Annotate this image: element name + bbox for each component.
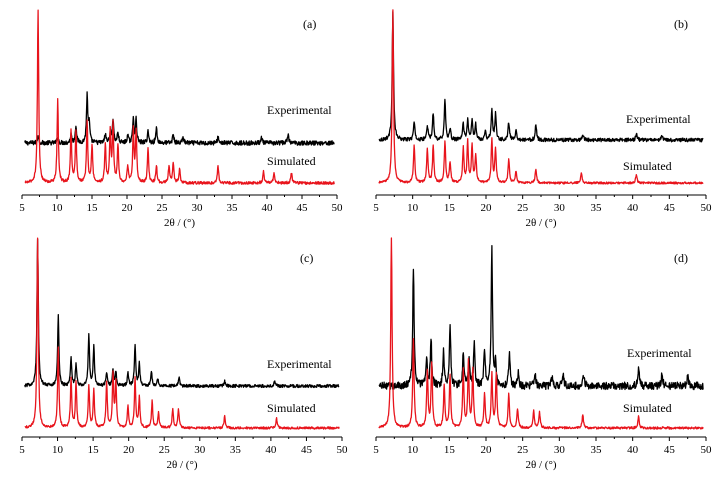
simulated-label: Simulated	[267, 401, 316, 415]
experimental-label: Experimental	[267, 103, 332, 117]
simulated-label: Simulated	[267, 154, 316, 168]
x-tick-label: 40	[627, 202, 639, 214]
x-tick-label: 35	[230, 444, 242, 456]
x-tick-label: 50	[337, 444, 349, 456]
simulated-trace	[378, 9, 704, 185]
x-axis-label: 2θ / (°)	[166, 459, 197, 471]
x-tick-label: 35	[591, 202, 603, 214]
x-tick-label: 15	[88, 444, 100, 456]
x-axis-label: 2θ / (°)	[164, 217, 195, 229]
x-tick-label: 15	[444, 444, 456, 456]
x-axis-label: 2θ / (°)	[525, 459, 556, 471]
x-tick-label: 5	[19, 444, 25, 456]
experimental-trace	[378, 11, 704, 143]
chart-panel-b: 5 10 15 20 25 30 35 40 45 50 2θ / (°) (b) Experiment…	[373, 9, 713, 229]
chart-panel-d: 5 10 15 20 25 30 35 40 45 50 2θ / (°) (d) Experiment…	[373, 237, 713, 471]
x-tick-label: 30	[192, 202, 204, 214]
chart-panel-c: 5 10 15 20 25 30 35 40 45 50 2θ / (°) (c) Experiment…	[19, 237, 349, 471]
x-tick-label: 25	[159, 444, 171, 456]
x-tick-label: 5	[373, 444, 379, 456]
x-tick-label: 15	[87, 202, 99, 214]
x-tick-label: 45	[301, 444, 313, 456]
simulated-label: Simulated	[623, 159, 672, 173]
x-tick-label: 30	[554, 444, 566, 456]
x-tick-label: 50	[332, 202, 344, 214]
experimental-label: Experimental	[626, 112, 691, 126]
x-tick-label: 25	[517, 444, 529, 456]
x-tick-label: 50	[701, 444, 713, 456]
x-tick-label: 20	[123, 444, 135, 456]
panel-label: (d)	[674, 251, 688, 265]
x-tick-label: 35	[227, 202, 239, 214]
panel-label: (c)	[300, 251, 313, 265]
experimental-trace	[24, 238, 340, 389]
x-tick-label: 20	[481, 444, 493, 456]
panel-label: (b)	[674, 17, 688, 31]
experimental-label: Experimental	[627, 346, 692, 360]
x-tick-label: 10	[52, 202, 64, 214]
x-tick-label: 45	[664, 202, 676, 214]
x-tick-label: 40	[262, 202, 274, 214]
x-tick-label: 5	[19, 202, 25, 214]
panel-label: (a)	[303, 17, 316, 31]
chart-panel-a: 5 10 15 20 25 30 35 40 45 50 2θ / (°) (a) Experiment…	[19, 9, 344, 229]
x-tick-label: 20	[481, 202, 493, 214]
x-tick-label: 10	[407, 202, 419, 214]
x-tick-label: 5	[373, 202, 379, 214]
simulated-label: Simulated	[623, 401, 672, 415]
x-tick-label: 35	[591, 444, 603, 456]
x-tick-label: 30	[554, 202, 566, 214]
x-tick-label: 30	[194, 444, 206, 456]
x-tick-label: 10	[407, 444, 419, 456]
x-tick-label: 50	[701, 202, 713, 214]
x-tick-label: 25	[517, 202, 529, 214]
x-tick-label: 15	[444, 202, 456, 214]
x-tick-label: 40	[265, 444, 277, 456]
x-tick-label: 25	[157, 202, 169, 214]
x-tick-label: 45	[297, 202, 309, 214]
x-tick-label: 45	[664, 444, 676, 456]
simulated-trace	[378, 237, 704, 430]
x-axis-label: 2θ / (°)	[525, 217, 556, 229]
experimental-trace	[378, 245, 704, 391]
simulated-trace	[24, 237, 340, 430]
simulated-trace	[24, 9, 335, 185]
x-tick-label: 20	[122, 202, 134, 214]
experimental-label: Experimental	[267, 357, 332, 371]
x-tick-label: 40	[627, 444, 639, 456]
x-tick-label: 10	[52, 444, 64, 456]
